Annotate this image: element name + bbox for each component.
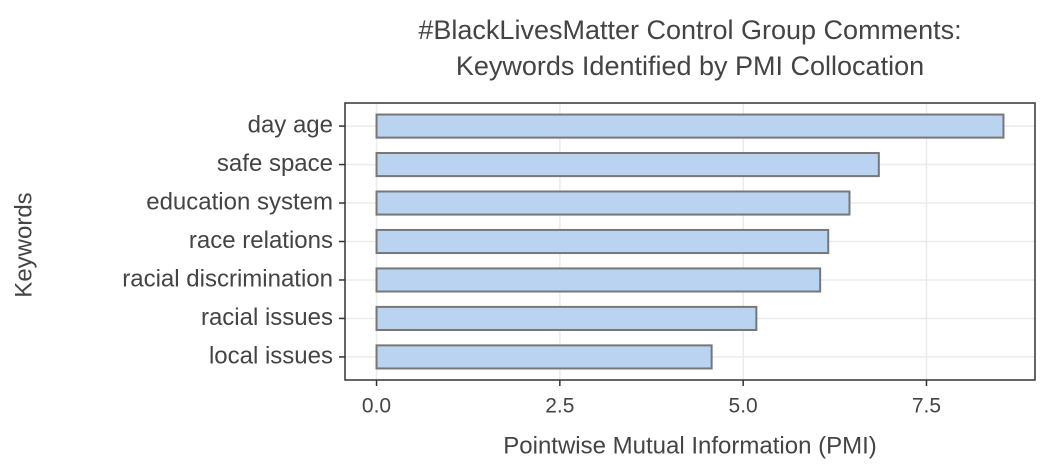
chart-title: #BlackLivesMatter Control Group Comments… xyxy=(418,15,961,45)
bar xyxy=(375,113,1005,139)
bar xyxy=(375,267,822,293)
y-tick-label: safe space xyxy=(217,150,333,177)
y-tick-label: local issues xyxy=(209,342,333,369)
bar xyxy=(375,305,758,331)
y-axis-title: Keywords xyxy=(10,192,37,297)
y-tick-label: day age xyxy=(248,111,333,138)
x-tick-label: 7.5 xyxy=(912,395,941,418)
bar xyxy=(375,344,713,370)
x-tick-label: 2.5 xyxy=(545,395,574,418)
bar xyxy=(375,228,830,255)
panel-border xyxy=(344,102,1036,381)
chart-title: Keywords Identified by PMI Collocation xyxy=(456,51,924,81)
x-axis-title: Pointwise Mutual Information (PMI) xyxy=(503,432,876,459)
y-tick-label: race relations xyxy=(189,227,333,254)
bar xyxy=(375,152,880,178)
bar xyxy=(375,190,851,216)
y-tick-label: education system xyxy=(146,188,333,215)
y-tick-label: racial issues xyxy=(201,304,333,331)
x-tick-label: 0.0 xyxy=(362,395,391,418)
x-tick-label: 5.0 xyxy=(729,395,758,418)
y-tick-label: racial discrimination xyxy=(122,265,333,292)
